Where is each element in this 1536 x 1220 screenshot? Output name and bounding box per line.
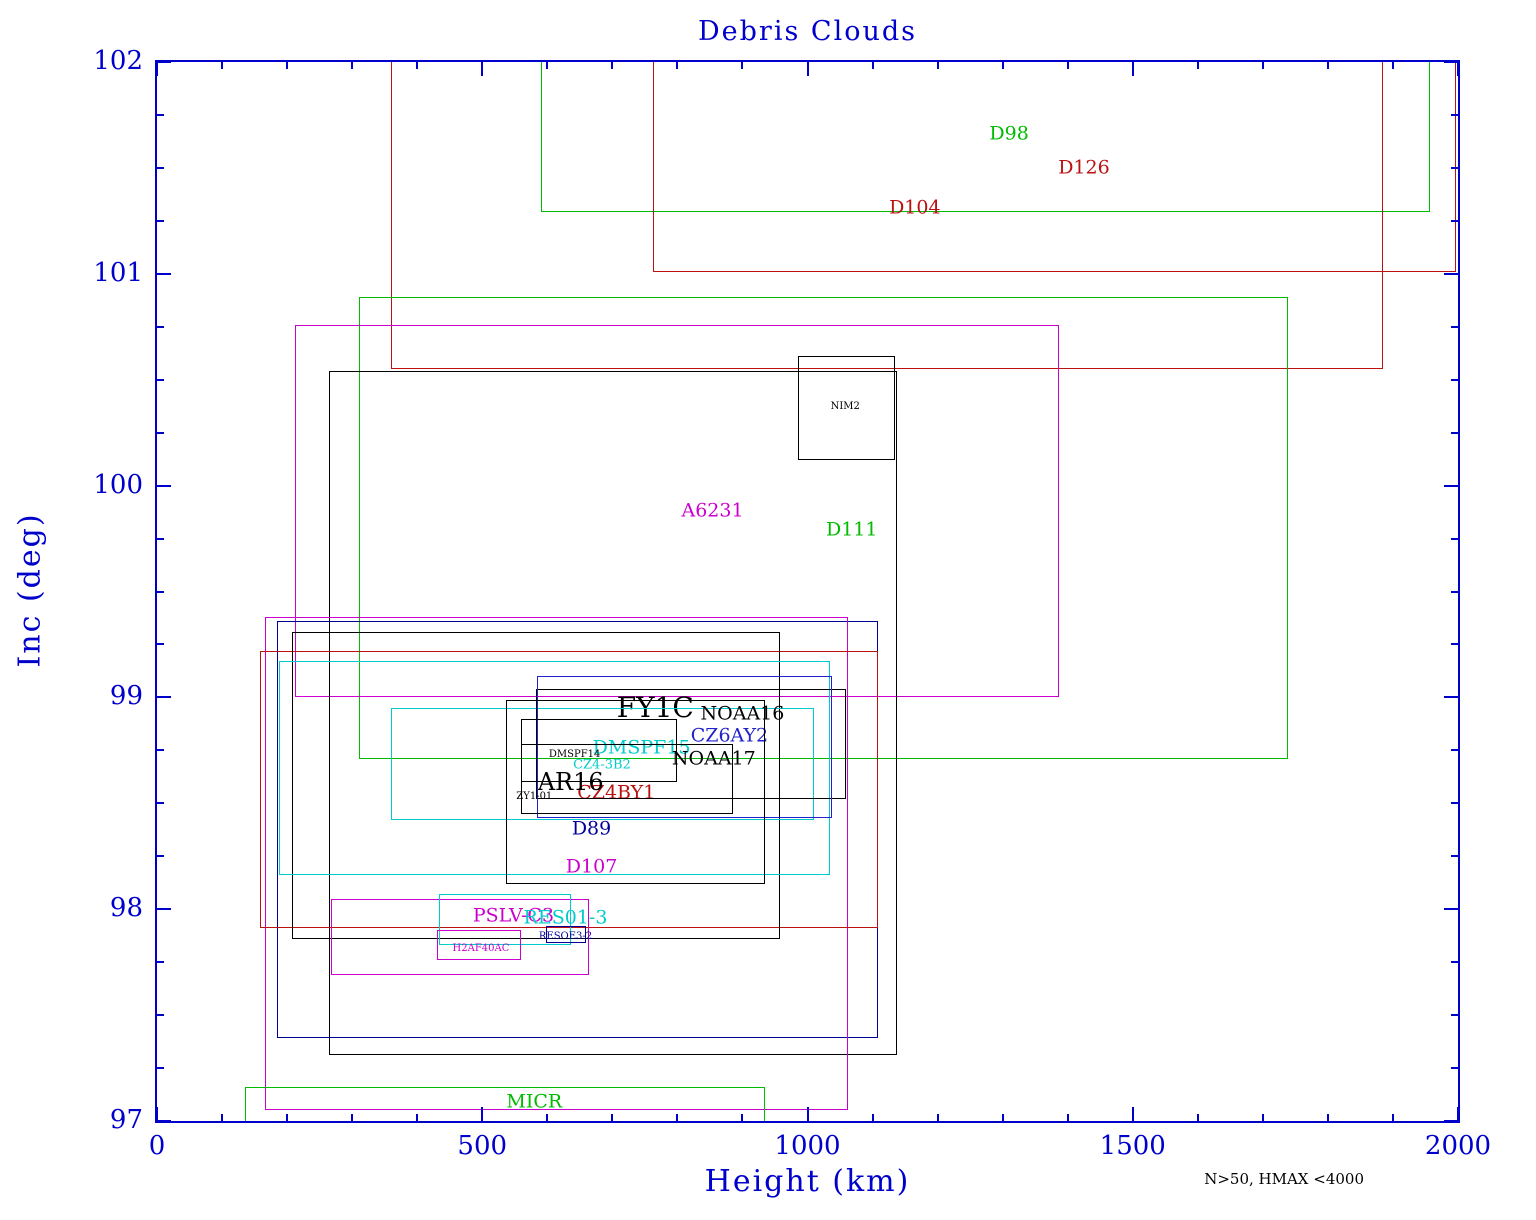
- chart-title: Debris Clouds: [698, 16, 917, 47]
- y-tick-label: 101: [93, 257, 143, 288]
- cloud-label-cz6ay2: CZ6AY2: [690, 724, 769, 747]
- cloud-label-fy1c: FY1C: [616, 690, 694, 724]
- x-tick-label: 2000: [1424, 1131, 1492, 1161]
- cloud-label-d89: D89: [571, 817, 612, 840]
- cloud-label-d98: D98: [989, 122, 1029, 145]
- cloud-label-dmspf15: DMSPF15: [592, 736, 691, 759]
- y-axis-label: Inc (deg): [12, 512, 48, 668]
- x-axis-label: Height (km): [704, 1164, 911, 1199]
- x-tick-label: 1500: [1099, 1131, 1166, 1161]
- cloud-label-noaa16: NOAA16: [700, 702, 785, 725]
- clouds-layer: D98 D126 D104 D111 A6231 NIM2 FY1C D89 D107 CZ4BY…: [157, 62, 1458, 1121]
- cloud-label-nim2: NIM2: [830, 401, 860, 413]
- cloud-label-pslv-c3: PSLV-C3: [472, 904, 555, 927]
- cloud-box-res01-3: [439, 894, 571, 946]
- cloud-box-a6231: [294, 324, 1060, 698]
- y-tick-label: 97: [109, 1105, 143, 1135]
- cloud-box-pslv-c3: [331, 898, 589, 975]
- cloud-label-d104: D104: [889, 196, 941, 219]
- cloud-box-nim2: [797, 356, 895, 461]
- cloud-label-h2af40ac: H2AF40AC: [452, 943, 510, 955]
- cloud-box-d104: [391, 62, 1384, 370]
- cloud-box-noaa17: [505, 699, 766, 884]
- plot-area: D98 D126 D104 D111 A6231 NIM2 FY1C D89 D107 CZ4BY…: [155, 60, 1460, 1123]
- cloud-box-d111: [359, 297, 1289, 759]
- cloud-box-zy1-01: [520, 743, 734, 814]
- cloud-label-micr: MICR: [506, 1090, 563, 1113]
- cloud-label-cz4-3b2: CZ4-3B2: [573, 757, 631, 773]
- cloud-label-dmspf14: DMSPF14: [548, 748, 601, 760]
- cloud-label-d111: D111: [825, 518, 878, 541]
- cloud-box-d98: [540, 62, 1430, 213]
- y-tick-label: 99: [109, 681, 143, 712]
- cloud-box-d126: [652, 62, 1457, 272]
- cloud-box-h2af40ac: [436, 930, 522, 961]
- cloud-label-cz4by1: CZ4BY1: [577, 781, 656, 804]
- cloud-label-d126: D126: [1058, 156, 1110, 179]
- cloud-label-a6231: A6231: [681, 499, 744, 522]
- cloud-label-noaa17: NOAA17: [671, 747, 756, 770]
- cloud-label-d107: D107: [565, 855, 618, 878]
- cloud-box-cz4-3b2: [278, 661, 830, 876]
- cloud-box-micr: [244, 1087, 766, 1121]
- cloud-label-ar16: AR16: [537, 768, 604, 797]
- x-tick-label: 1000: [774, 1131, 841, 1161]
- cloud-box-d107: [264, 616, 848, 1111]
- y-tick-label: 100: [93, 469, 143, 500]
- cloud-box-fy1c: [328, 371, 897, 1056]
- cloud-box-cz4by1: [259, 650, 878, 929]
- filter-annotation: N>50, HMAX <4000: [1204, 1170, 1364, 1188]
- cloud-label-res01-3: RES01-3: [523, 906, 608, 929]
- cloud-box-cz6ay2: [536, 676, 833, 819]
- cloud-box-ar16: [291, 631, 781, 939]
- x-tick-label: 0: [148, 1131, 166, 1161]
- cloud-label-resoe3-2: RESOE3-2: [538, 930, 593, 942]
- cloud-box-dmspf14: [521, 718, 678, 783]
- cloud-label-zy1-01: ZY1-01: [516, 790, 553, 802]
- cloud-box-resoe3-2: [545, 926, 587, 944]
- x-tick-label: 500: [457, 1131, 508, 1161]
- cloud-box-dmspf15: [391, 707, 814, 821]
- y-tick-label: 98: [109, 893, 143, 924]
- y-tick-label: 102: [93, 46, 143, 76]
